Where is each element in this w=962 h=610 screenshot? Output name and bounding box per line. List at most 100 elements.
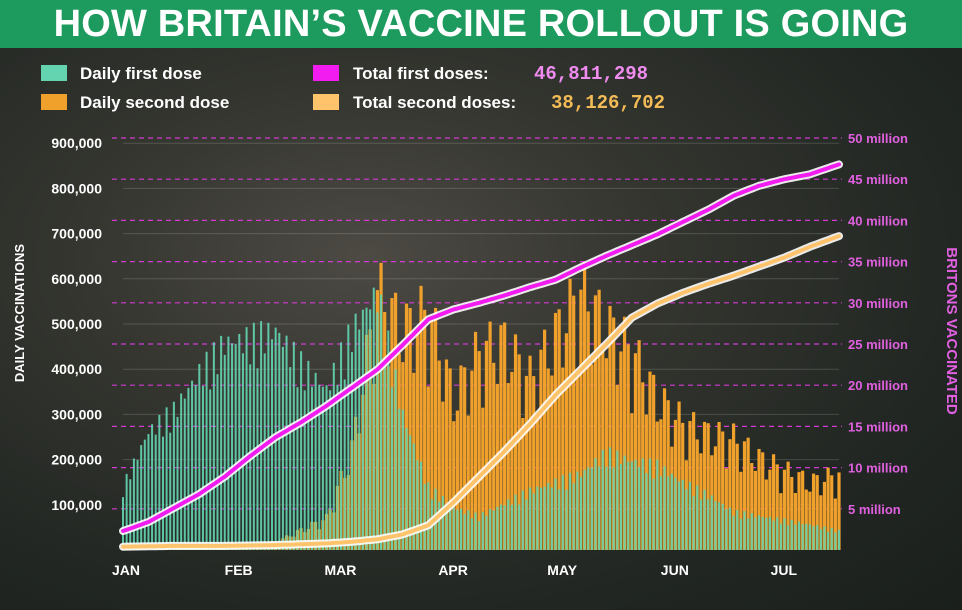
left-tick-label: 600,000 xyxy=(51,271,102,287)
bar-daily-first xyxy=(572,483,575,550)
bar-daily-first xyxy=(525,499,528,550)
bar-daily-first xyxy=(718,502,721,550)
bar-daily-second xyxy=(590,364,594,550)
right-tick-label: 5 million xyxy=(848,502,901,517)
bar-daily-first xyxy=(183,398,186,550)
bar-daily-first xyxy=(387,330,390,550)
bar-daily-first xyxy=(129,479,132,550)
bar-daily-first xyxy=(743,511,746,550)
bar-daily-first xyxy=(699,499,702,550)
bar-daily-second xyxy=(572,295,576,550)
right-tick-label: 20 million xyxy=(848,378,908,393)
bar-daily-first xyxy=(576,471,579,550)
bar-daily-first xyxy=(663,466,666,550)
right-tick-label: 25 million xyxy=(848,337,908,352)
bar-daily-first xyxy=(314,372,317,550)
bar-daily-first xyxy=(529,487,532,550)
bar-daily-second xyxy=(550,375,554,550)
bar-daily-first xyxy=(594,458,597,550)
bar-daily-first xyxy=(558,489,561,550)
bar-daily-first xyxy=(285,335,288,550)
bar-daily-first xyxy=(688,482,691,550)
bar-daily-first xyxy=(358,329,361,550)
bar-daily-first xyxy=(332,362,335,550)
bar-daily-first xyxy=(812,526,815,550)
bar-daily-first xyxy=(260,321,263,550)
bar-daily-second xyxy=(750,463,754,550)
bar-daily-first xyxy=(278,332,281,550)
bar-daily-first xyxy=(678,481,681,550)
bar-daily-first xyxy=(336,384,339,550)
bar-daily-first xyxy=(830,527,833,550)
bar-daily-first xyxy=(772,520,775,550)
bar-daily-first xyxy=(205,351,208,550)
bar-daily-second xyxy=(808,491,812,550)
bar-daily-first xyxy=(758,515,761,550)
bar-daily-first xyxy=(761,516,764,550)
bar-daily-first xyxy=(656,459,659,550)
bar-daily-first xyxy=(754,517,757,550)
bar-daily-first xyxy=(420,461,423,550)
bar-daily-first xyxy=(587,467,590,550)
bar-daily-second xyxy=(448,368,452,550)
bar-daily-first xyxy=(194,385,197,550)
bar-daily-second xyxy=(833,498,837,550)
left-tick-label: 900,000 xyxy=(51,135,102,151)
bar-daily-first xyxy=(383,357,386,550)
bar-daily-second xyxy=(564,333,569,550)
bar-daily-second xyxy=(524,375,529,550)
left-tick-label: 200,000 xyxy=(51,452,102,468)
bar-daily-first xyxy=(692,496,695,550)
bar-daily-first xyxy=(539,487,542,550)
bar-daily-second xyxy=(419,285,423,550)
bar-daily-first xyxy=(776,517,779,550)
bar-daily-first xyxy=(798,521,801,550)
bar-daily-first xyxy=(143,439,146,550)
x-tick-label-jan: JAN xyxy=(112,562,140,578)
x-tick-label-jul: JUL xyxy=(771,562,798,578)
bar-daily-second xyxy=(786,461,790,550)
right-tick-label: 35 million xyxy=(848,255,908,270)
line-total-first-doses xyxy=(121,162,841,533)
bar-daily-first xyxy=(616,450,619,550)
bar-daily-second xyxy=(837,472,841,550)
bar-daily-first xyxy=(638,467,641,550)
bar-daily-second xyxy=(819,495,823,550)
bar-daily-second xyxy=(608,305,612,550)
bar-daily-second xyxy=(804,489,808,550)
bar-daily-second xyxy=(666,400,670,550)
bar-daily-first xyxy=(659,476,662,550)
bar-daily-first xyxy=(790,519,793,550)
x-tick-label-mar: MAR xyxy=(324,562,356,578)
bar-daily-first xyxy=(169,432,172,550)
bar-daily-second xyxy=(423,309,427,550)
bar-daily-first xyxy=(565,489,568,550)
bar-daily-first xyxy=(296,387,299,550)
bar-daily-first xyxy=(223,354,226,550)
right-tick-label: 50 million xyxy=(848,131,908,146)
bar-daily-second xyxy=(586,311,590,550)
bar-daily-second xyxy=(735,443,739,550)
right-tick-label: 40 million xyxy=(848,213,908,228)
left-tick-label: 100,000 xyxy=(51,497,102,513)
bar-daily-second xyxy=(790,476,794,550)
bar-daily-first xyxy=(714,501,717,550)
bar-daily-second xyxy=(470,370,474,550)
bar-daily-first xyxy=(452,507,455,550)
right-tick-label: 45 million xyxy=(848,172,908,187)
bar-daily-first xyxy=(510,504,513,550)
bar-daily-first xyxy=(707,499,710,550)
bar-daily-second xyxy=(633,353,638,550)
bar-daily-second xyxy=(408,308,412,550)
bar-daily-second xyxy=(415,331,419,550)
bar-daily-second xyxy=(473,331,478,550)
bar-daily-second xyxy=(797,472,801,550)
bar-daily-first xyxy=(823,526,826,550)
bar-daily-second xyxy=(481,407,485,550)
bar-daily-first xyxy=(307,360,310,550)
bar-daily-first xyxy=(151,424,154,550)
bar-daily-first xyxy=(674,477,677,550)
bar-daily-first xyxy=(801,524,804,550)
bar-daily-first xyxy=(499,504,502,550)
bar-daily-first xyxy=(470,518,473,550)
